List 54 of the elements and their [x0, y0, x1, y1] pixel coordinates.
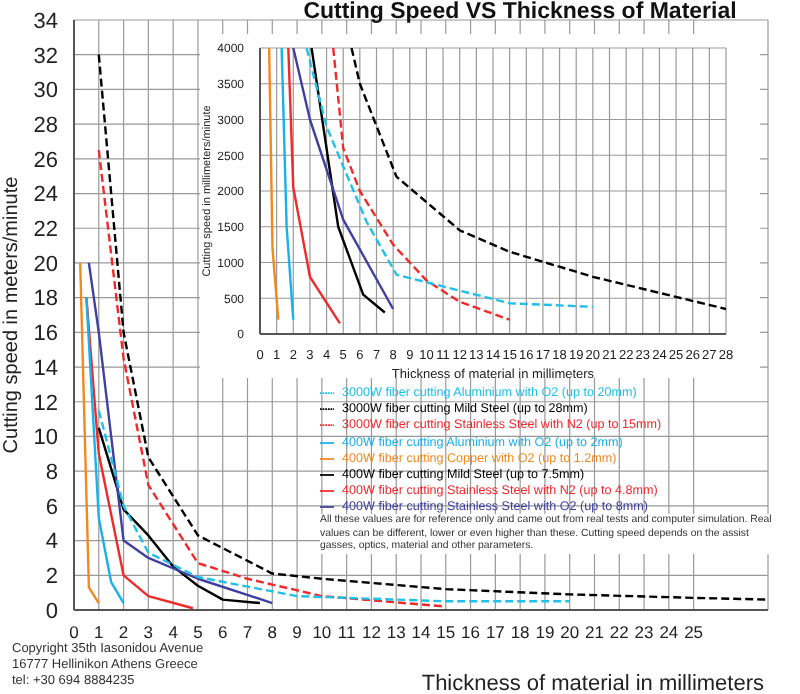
chart-title: Cutting Speed VS Thickness of Material — [301, 0, 739, 24]
y-tick-label: 18 — [33, 287, 58, 312]
y-tick-label: 34 — [33, 9, 58, 34]
x-tick-label: 16 — [461, 622, 481, 643]
x-tick-label: 0 — [69, 622, 80, 643]
y-tick-label: 8 — [45, 460, 58, 485]
line-series — [310, 48, 387, 314]
x-tick-label: 25 — [684, 622, 704, 643]
line-series — [292, 48, 395, 311]
y-tick-label: 6 — [45, 495, 58, 520]
x-tick-label: 14 — [411, 622, 431, 643]
y-tick-label: 20 — [33, 252, 58, 277]
line-series — [305, 48, 595, 309]
x-tick-label: 19 — [535, 622, 555, 643]
line-series — [97, 426, 262, 605]
y-tick-label: 12 — [33, 391, 58, 416]
x-tick-label: 7 — [242, 622, 253, 643]
y-tick-label: 30 — [33, 79, 58, 104]
y-tick-label: 4 — [45, 530, 58, 555]
x-tick-label: 1 — [94, 622, 105, 643]
y-tick-label: 22 — [33, 218, 58, 243]
x-tick-label: 9 — [292, 622, 303, 643]
x-tick-label: 10 — [312, 622, 332, 643]
x-tick-label: 3 — [143, 622, 154, 643]
y-tick-label: 0 — [45, 599, 58, 624]
y-tick-label: 32 — [33, 44, 58, 69]
line-series — [350, 48, 726, 311]
y-tick-label: 26 — [33, 148, 58, 173]
x-tick-label: 2 — [118, 622, 129, 643]
x-tick-label: 15 — [436, 622, 456, 643]
line-series — [332, 48, 511, 321]
x-tick-label: 12 — [361, 622, 382, 643]
x-tick-label: 13 — [386, 622, 407, 643]
x-tick-label: 11 — [337, 622, 357, 643]
x-tick-label: 17 — [485, 622, 506, 643]
x-tick-label: 23 — [634, 622, 655, 643]
y-tick-label: 24 — [33, 183, 58, 208]
x-tick-label: 4 — [168, 622, 179, 643]
x-axis-title: Thickness of material in millimeters — [421, 672, 765, 694]
x-tick-label: 18 — [510, 622, 531, 643]
y-tick-label: 28 — [33, 113, 58, 138]
line-series — [97, 53, 768, 601]
y-tick-label: 16 — [33, 322, 58, 347]
y-axis-title: Cutting speed in meters/minute — [1, 175, 23, 454]
x-tick-label: 22 — [609, 622, 630, 643]
y-tick-label: 2 — [45, 565, 58, 590]
x-tick-label: 5 — [193, 622, 204, 643]
line-series — [287, 48, 342, 325]
x-tick-label: 24 — [659, 622, 679, 643]
x-tick-label: 21 — [585, 622, 605, 643]
y-tick-label: 10 — [33, 426, 58, 451]
x-tick-label: 8 — [267, 622, 278, 643]
x-tick-label: 20 — [560, 622, 580, 643]
line-series — [85, 296, 125, 605]
